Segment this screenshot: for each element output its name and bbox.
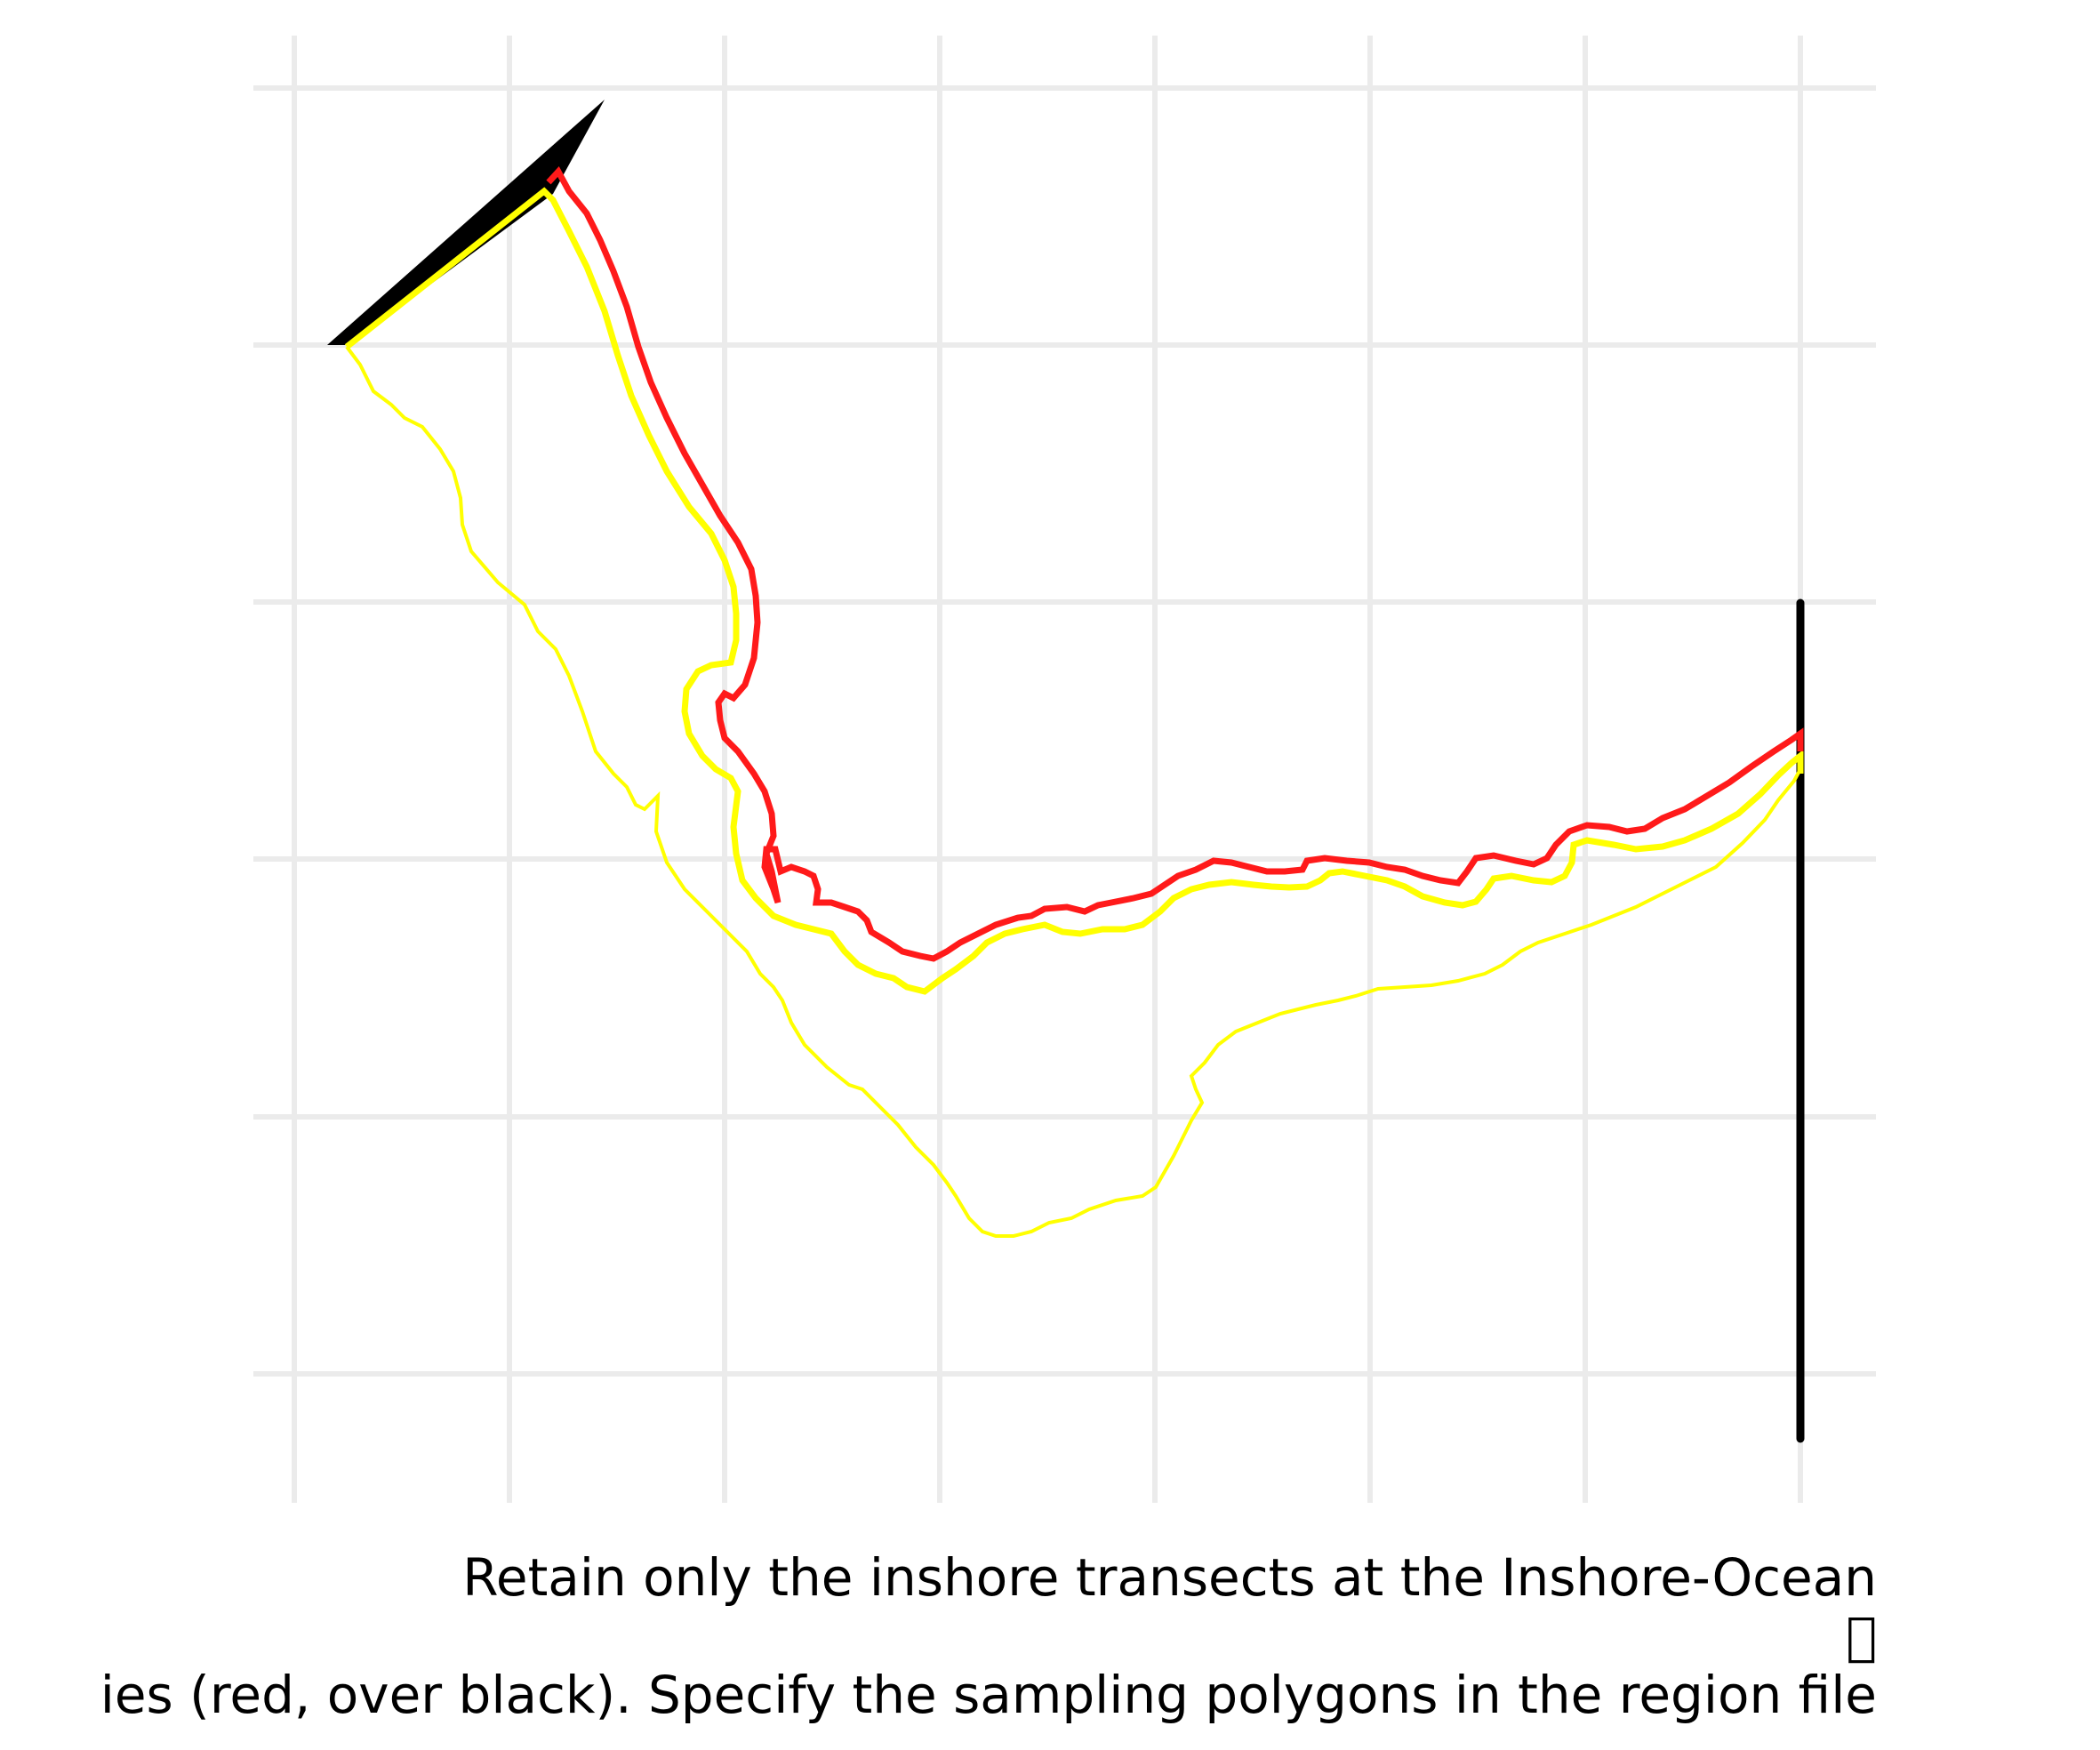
outer-boundary-line — [345, 345, 1802, 1238]
caption-line-1: Retain only the inshore transects at the… — [462, 1547, 1877, 1608]
caption-line-3: ies (red, over black). Specify the sampl… — [100, 1665, 1877, 1725]
grid-lines — [253, 36, 1876, 1503]
inshore-offset-line — [344, 187, 1804, 995]
map-plot — [253, 36, 1876, 1503]
inshore-boundary-line — [546, 166, 1804, 962]
caption-line-2-glyph:   — [1846, 1606, 1877, 1666]
northwest-transect — [327, 100, 605, 345]
